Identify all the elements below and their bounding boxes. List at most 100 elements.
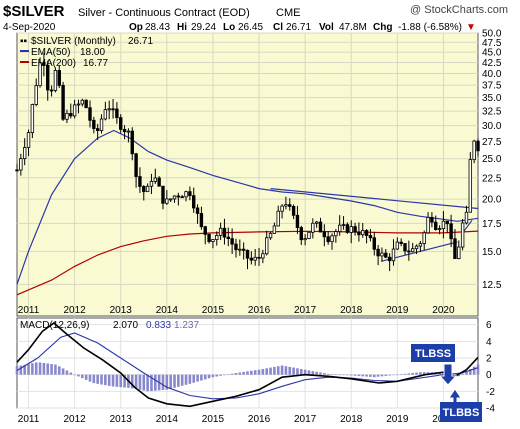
macd-y-tick-label: -4 <box>486 404 495 415</box>
candle-body <box>88 107 92 121</box>
candle-body <box>38 62 42 87</box>
macd-histogram-bar <box>165 374 169 390</box>
candle-body <box>184 191 188 198</box>
candle-body <box>414 245 419 250</box>
candle-body <box>192 195 196 209</box>
macd-histogram-bar <box>73 374 76 376</box>
candle-body <box>203 226 207 235</box>
macd-histogram-bar <box>307 370 311 375</box>
macd-histogram-bar <box>415 372 418 375</box>
tlbss-arrow-icon <box>438 363 458 386</box>
open-label: Op <box>129 22 143 33</box>
macd-histogram-bar <box>396 374 399 376</box>
macd-legend-name: MACD(12,26,9) <box>20 320 89 331</box>
macd-histogram-bar <box>200 374 203 381</box>
candle-body <box>80 99 85 105</box>
candle-body <box>307 231 311 239</box>
candle-body <box>391 248 396 262</box>
candle-body <box>441 220 446 229</box>
candle-body <box>142 186 146 193</box>
price-x-tick-label: 2014 <box>156 305 179 316</box>
macd-histogram-bar <box>84 374 88 380</box>
macd-histogram-bar <box>230 373 234 375</box>
price-x-tick-label: 2017 <box>294 305 317 316</box>
price-grid <box>17 32 478 316</box>
candle-body <box>353 226 357 233</box>
candle-body <box>430 216 434 223</box>
macd-histogram-bar <box>465 371 468 375</box>
legend-silver-name: $SILVER (Monthly) <box>31 36 116 47</box>
legend-silver-value: 26.71 <box>128 36 153 47</box>
candle-body <box>226 236 230 240</box>
change-label: Chg <box>373 22 392 33</box>
candle-body <box>395 241 400 250</box>
price-y-tick-label: 27.5 <box>482 137 502 148</box>
price-y-tick-label: 22.5 <box>482 173 502 184</box>
macd-histogram-bar <box>100 374 103 385</box>
macd-histogram-bar <box>276 366 280 375</box>
macd-histogram-bar <box>81 374 84 379</box>
candle-body <box>334 231 338 237</box>
candle-body <box>249 257 254 261</box>
macd-histogram-bar <box>253 370 257 375</box>
macd-histogram-bar <box>399 374 403 375</box>
candle-body <box>218 227 223 236</box>
macd-histogram-bar <box>257 369 261 375</box>
macd-lines <box>16 321 479 408</box>
candle-body <box>364 230 369 236</box>
macd-signal-line <box>16 332 479 400</box>
price-x-tick-label: 2019 <box>386 305 409 316</box>
price-y-tick-label: 20.0 <box>482 195 502 206</box>
macd-histogram-bar <box>88 374 92 382</box>
macd-histogram-bar <box>23 364 26 375</box>
price-x-tick-label: 2016 <box>248 305 271 316</box>
macd-histogram-bar <box>292 367 295 375</box>
candle-body <box>111 108 115 111</box>
candle-body <box>253 256 257 261</box>
candle-body <box>22 147 27 160</box>
candle-body <box>380 252 384 257</box>
candle-body <box>76 103 81 106</box>
candle-body <box>215 234 219 241</box>
macd-histogram-bar <box>330 374 334 375</box>
macd-y-tick-label: -2 <box>486 387 495 398</box>
macd-histogram-bar <box>411 373 414 375</box>
macd-histogram-bar <box>403 373 407 375</box>
macd-x-tick-label: 2013 <box>110 414 133 425</box>
low-label: Lo <box>223 22 235 33</box>
low-value: 26.45 <box>238 22 263 33</box>
candle-body <box>468 159 473 213</box>
macd-histogram-bar <box>61 368 65 375</box>
price-y-tick-label: 12.5 <box>482 280 502 291</box>
macd-histogram-bar <box>472 366 476 375</box>
macd-histogram-bar <box>261 368 265 375</box>
candle-body <box>99 118 104 131</box>
macd-histogram-bar <box>392 374 395 376</box>
price-x-axis: 2011 2012 2013 2014 2015 2016 2017 2018 2019 2020 <box>18 305 455 316</box>
price-y-tick-label: 37.5 <box>482 81 502 92</box>
macd-histogram-bar <box>54 364 57 375</box>
candle-body <box>295 214 300 229</box>
legend-ema200-value: 16.77 <box>83 58 108 69</box>
macd-panel <box>16 317 479 409</box>
macd-histogram-bar <box>226 374 230 375</box>
macd-histogram-bar <box>311 371 315 375</box>
macd-axis: -4 -2 0 2 4 6 <box>486 320 495 414</box>
candle-body <box>280 205 284 212</box>
candle-body <box>291 205 296 216</box>
macd-legend: MACD(12,26,9) 2.070 0.833 1.237 <box>20 320 199 331</box>
macd-histogram-bar <box>130 374 134 389</box>
high-value: 29.24 <box>191 22 216 33</box>
macd-histogram-bar <box>27 364 30 375</box>
candle-body <box>84 99 88 109</box>
macd-x-tick-label: 2015 <box>202 414 225 425</box>
macd-histogram-bar <box>469 369 472 375</box>
macd-x-tick-label: 2014 <box>156 414 179 425</box>
candle-body <box>115 108 119 119</box>
macd-histogram-bar <box>299 368 303 375</box>
candle-body <box>145 185 150 193</box>
candle-body <box>165 198 169 204</box>
tlbbs-annotation: TLBBS <box>440 388 482 422</box>
